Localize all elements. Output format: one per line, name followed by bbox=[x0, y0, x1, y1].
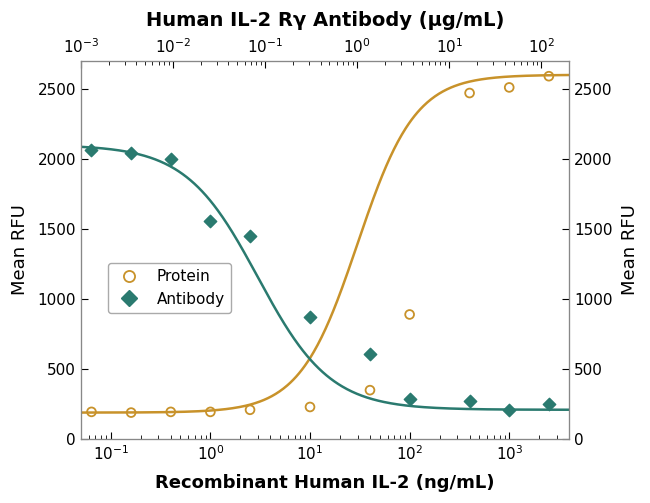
Point bbox=[245, 232, 255, 240]
Point bbox=[504, 406, 514, 414]
Legend: Protein, Antibody: Protein, Antibody bbox=[108, 263, 231, 313]
Point bbox=[86, 408, 97, 416]
Point bbox=[305, 313, 315, 321]
Y-axis label: Mean RFU: Mean RFU bbox=[621, 205, 639, 295]
Point bbox=[504, 83, 514, 92]
Point bbox=[543, 400, 554, 408]
Point bbox=[126, 149, 136, 157]
X-axis label: Recombinant Human IL-2 (ng/mL): Recombinant Human IL-2 (ng/mL) bbox=[155, 474, 495, 492]
Point bbox=[126, 408, 136, 416]
Point bbox=[464, 89, 474, 97]
Point bbox=[543, 72, 554, 80]
Point bbox=[404, 394, 415, 402]
Point bbox=[404, 310, 415, 318]
Point bbox=[166, 155, 176, 163]
Point bbox=[365, 386, 375, 394]
Point bbox=[166, 408, 176, 416]
Point bbox=[365, 350, 375, 358]
Point bbox=[464, 397, 474, 405]
Point bbox=[305, 403, 315, 411]
Point bbox=[205, 217, 216, 225]
Point bbox=[205, 408, 216, 416]
X-axis label: Human IL-2 Rγ Antibody (μg/mL): Human IL-2 Rγ Antibody (μg/mL) bbox=[146, 11, 504, 30]
Point bbox=[86, 146, 97, 154]
Point bbox=[245, 406, 255, 414]
Y-axis label: Mean RFU: Mean RFU bbox=[11, 205, 29, 295]
